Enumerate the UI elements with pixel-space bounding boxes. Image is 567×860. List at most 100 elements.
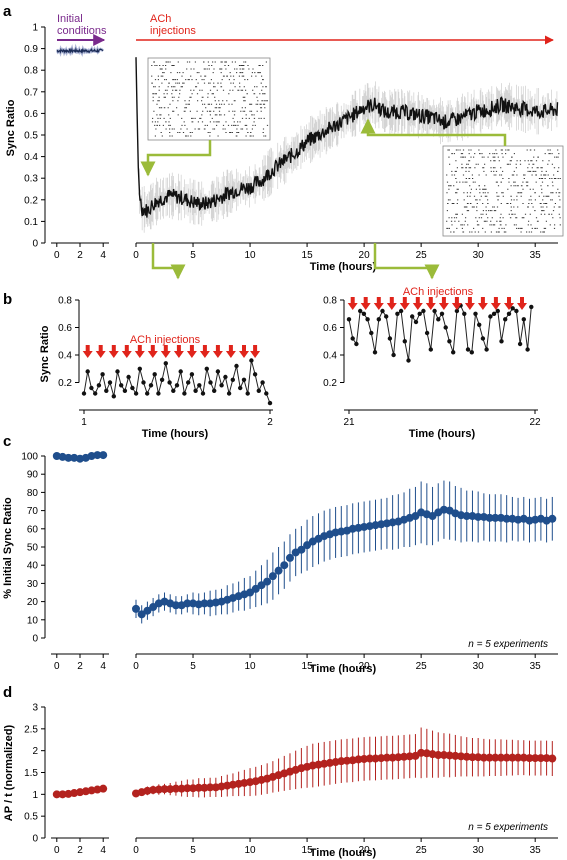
b-right-point [514, 308, 519, 314]
panel-c-ytick-label: 40 [27, 561, 39, 572]
b-right-point [398, 308, 404, 314]
panel-c-point [246, 588, 255, 597]
panel-a-ytick-label: 0.7 [24, 87, 38, 98]
panel-a-label: a [3, 3, 12, 20]
panel-d-point [354, 755, 363, 764]
b-left-point [130, 385, 135, 391]
b-left-injection-arrow [199, 345, 210, 358]
b-right-point [495, 308, 500, 314]
panel-c-point [280, 561, 289, 570]
panel-c-point [548, 514, 557, 523]
b-left-injection-arrow-shaft [111, 345, 116, 351]
initial-conditions-label-line2: conditions [57, 25, 107, 37]
panel-c-point [268, 572, 277, 581]
panel-c-point [485, 513, 494, 522]
b-right-point [380, 308, 385, 314]
panel-c-point [183, 599, 192, 608]
b-right-injection-arrow-shaft [467, 297, 472, 303]
panel-c-point [303, 541, 312, 550]
b-right-ytick-label: 0.6 [323, 323, 337, 334]
b-right-injection-arrow-shaft [402, 297, 407, 303]
panel-d-point [462, 752, 471, 761]
panel-c-main-xtick-label: 5 [190, 661, 196, 672]
panel-d-point [525, 754, 534, 763]
b-right-point [395, 311, 400, 316]
panel-a-main-xtick-label: 10 [244, 250, 256, 261]
b-right-injection-arrow [490, 297, 501, 310]
panel-c-note: n = 5 experiments [468, 639, 548, 650]
panel-b: b Sync Ratio Time (hours) Time (hours) A… [3, 286, 541, 440]
b-right-point [406, 358, 411, 363]
b-right-injection-arrow-shaft [454, 297, 459, 303]
panel-c-initial-xtick-label: 0 [54, 661, 60, 672]
b-left-injection-arrow-shaft [176, 345, 181, 351]
b-right-point [428, 347, 433, 352]
b-left-point [178, 369, 183, 374]
panel-d-initial-xtick-label: 4 [100, 845, 106, 856]
panel-a-main-xtick-label: 5 [190, 250, 196, 261]
b-right-point [462, 311, 467, 316]
b-right-point [369, 330, 374, 336]
panel-c-point [143, 606, 152, 615]
panel-d-ytick-label: 1 [32, 790, 38, 801]
b-left-point [145, 391, 150, 396]
panel-d-point [439, 751, 448, 760]
b-left-point [119, 383, 124, 388]
panel-c-main-xtick-label: 20 [359, 661, 371, 672]
panel-d-point [417, 748, 426, 757]
b-left-point [104, 388, 109, 393]
b-left-injection-arrow [147, 345, 158, 358]
initial-conditions-label-line1: Initial [57, 13, 83, 25]
panel-c-ytick-label: 100 [21, 452, 38, 463]
b-right-injection-arrow [517, 297, 527, 310]
raster-early-callout [140, 140, 212, 177]
b-right-injection-arrow [386, 297, 397, 310]
panel-b-left-ach-label: ACh injections [130, 334, 201, 346]
b-left-point [193, 388, 198, 393]
b-left-point [219, 383, 224, 388]
b-left-point [245, 391, 250, 396]
panel-d-xlabel: Time (hours) [310, 847, 377, 859]
panel-d-main-xtick-label: 15 [302, 845, 314, 856]
panel-d-point [382, 753, 391, 762]
zoom-callout-right [373, 243, 440, 280]
panel-d-ytick-label: 2.5 [24, 724, 38, 735]
b-right-point [473, 311, 478, 316]
b-right-point [410, 314, 415, 319]
panel-a-main-xtick-label: 15 [302, 250, 314, 261]
b-left-injection-arrow-shaft [189, 345, 194, 351]
panel-b-ylabel: Sync Ratio [39, 325, 51, 382]
panel-c-main-xtick-label: 35 [530, 661, 542, 672]
b-left-injection-arrow [212, 345, 223, 358]
b-left-point [89, 385, 94, 391]
b-left-point [133, 391, 139, 396]
b-left-point [148, 383, 154, 388]
b-left-point [182, 391, 187, 396]
panel-d-point [514, 753, 523, 762]
b-left-point [93, 391, 98, 396]
panel-a-main-xtick-label: 30 [473, 250, 485, 261]
b-right-point [469, 350, 474, 355]
panel-d-point [200, 783, 209, 792]
panel-a-ytick-label: 0 [32, 239, 38, 250]
b-right-injection-arrow-shaft [389, 297, 394, 303]
panel-d-point [474, 753, 483, 762]
b-left-point [249, 358, 254, 363]
panel-c-initial-xtick-label: 2 [77, 661, 83, 672]
b-left-point [230, 377, 235, 382]
panel-c-point [297, 545, 306, 554]
panel-d-main-xtick-label: 25 [416, 845, 428, 856]
raster-early-spikes [151, 61, 269, 137]
panel-c-main-xtick-label: 10 [244, 661, 256, 672]
b-left-injection-arrow [250, 345, 261, 358]
b-left-point [81, 391, 87, 396]
b-left-injection-arrow-head [95, 351, 106, 358]
b-left-injection-arrow-head [250, 351, 261, 358]
b-left-point [171, 388, 176, 393]
panel-c-label: c [3, 433, 11, 450]
b-right-point [465, 347, 471, 352]
b-left-point [152, 372, 157, 377]
b-right-injection-arrow-head [425, 303, 436, 310]
panel-b-right-xlabel: Time (hours) [409, 428, 476, 440]
b-left-point [226, 391, 232, 396]
